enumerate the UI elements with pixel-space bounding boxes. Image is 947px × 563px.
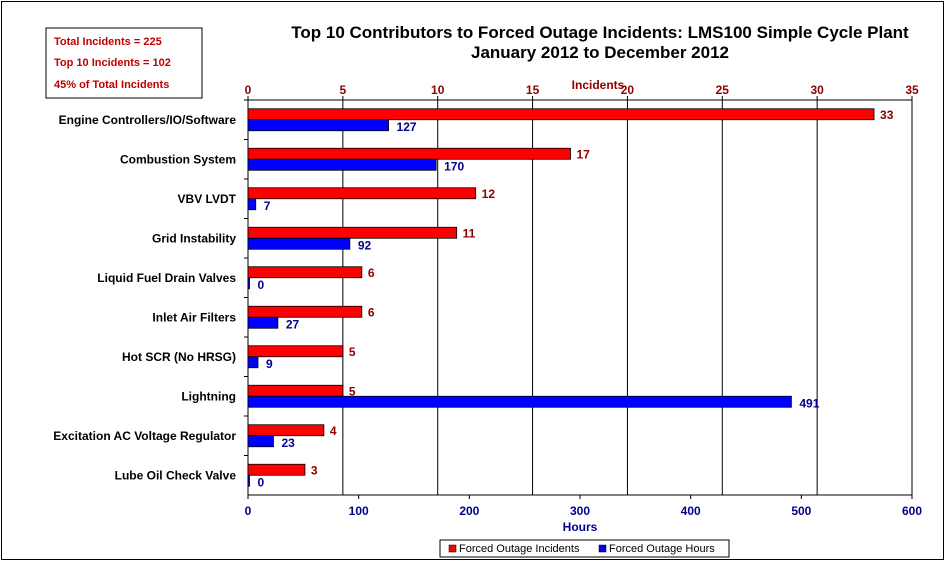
bar-hours <box>247 198 257 211</box>
bar-hours <box>247 474 250 487</box>
category-label: Lube Oil Check Valve <box>115 468 237 482</box>
notes-box: Total Incidents = 225 Top 10 Incidents =… <box>45 27 203 99</box>
category-label: Lightning <box>181 389 236 403</box>
bottom-tick-label: 400 <box>681 504 701 518</box>
value-label-hours: 491 <box>799 396 819 410</box>
bottom-axis-ticks: 0 100 200 300 400 500 600 <box>245 495 922 518</box>
value-label-hours: 92 <box>358 238 372 252</box>
bar-incidents <box>247 266 363 279</box>
value-label-incidents: 33 <box>880 108 894 122</box>
bottom-tick-label: 0 <box>245 504 252 518</box>
category-label: Grid Instability <box>152 231 236 245</box>
value-label-incidents: 6 <box>368 266 375 280</box>
top-tick-label: 15 <box>526 83 540 97</box>
category-label: Combustion System <box>120 152 236 166</box>
top-tick-label: 10 <box>431 83 445 97</box>
chart-title: Top 10 Contributors to Forced Outage Inc… <box>291 23 909 42</box>
legend-label-hours: Forced Outage Hours <box>609 543 715 555</box>
category-label: Inlet Air Filters <box>152 310 236 324</box>
bottom-tick-label: 500 <box>791 504 811 518</box>
bar-incidents <box>247 424 325 437</box>
bottom-tick-label: 600 <box>902 504 922 518</box>
value-label-hours: 7 <box>264 199 271 213</box>
bottom-tick-label: 300 <box>570 504 590 518</box>
note-top10-incidents: Top 10 Incidents = 102 <box>54 57 171 69</box>
category-label: Liquid Fuel Drain Valves <box>97 271 236 285</box>
value-label-hours: 170 <box>444 159 464 173</box>
bar-hours <box>247 356 259 369</box>
bar-hours <box>247 237 351 250</box>
bar-incidents <box>247 384 344 397</box>
category-label: Engine Controllers/IO/Software <box>59 113 237 127</box>
category-label: Excitation AC Voltage Regulator <box>53 429 236 443</box>
top-tick-label: 5 <box>340 83 347 97</box>
chart-subtitle: January 2012 to December 2012 <box>471 43 729 62</box>
value-label-incidents: 5 <box>349 384 356 398</box>
value-label-incidents: 3 <box>311 463 318 477</box>
legend-swatch-hours <box>598 544 607 553</box>
value-label-incidents: 5 <box>349 345 356 359</box>
value-label-incidents: 11 <box>463 226 476 240</box>
value-label-hours: 27 <box>286 317 300 331</box>
gridlines <box>342 100 818 495</box>
bar-hours <box>247 158 437 171</box>
bottom-tick-label: 100 <box>349 504 369 518</box>
value-label-incidents: 12 <box>482 187 496 201</box>
category-labels: Engine Controllers/IO/Software Combustion… <box>53 99 248 482</box>
bar-incidents <box>247 226 458 239</box>
value-label-hours: 0 <box>258 475 265 489</box>
top-axis-ticks: 0 5 10 15 20 25 30 35 <box>245 83 919 100</box>
bar-hours <box>247 435 274 448</box>
value-label-hours: 9 <box>266 357 273 371</box>
bar-hours <box>247 277 250 290</box>
top-axis-title: Incidents <box>572 78 625 92</box>
bottom-tick-label: 200 <box>459 504 479 518</box>
legend: Forced Outage Incidents Forced Outage Ho… <box>439 539 730 558</box>
bar-incidents <box>247 463 306 476</box>
top-tick-label: 0 <box>245 83 252 97</box>
top-tick-label: 35 <box>905 83 919 97</box>
value-label-incidents: 4 <box>330 424 337 438</box>
bar-incidents <box>247 108 875 121</box>
value-label-hours: 127 <box>397 120 417 134</box>
note-total-incidents: Total Incidents = 225 <box>54 36 162 48</box>
bottom-axis-title: Hours <box>563 520 598 534</box>
bar-hours <box>247 316 279 329</box>
top-tick-label: 20 <box>621 83 635 97</box>
top-tick-label: 30 <box>810 83 824 97</box>
category-label: VBV LVDT <box>178 192 237 206</box>
bar-incidents <box>247 147 571 160</box>
bar-incidents <box>247 305 363 318</box>
value-label-hours: 0 <box>258 278 265 292</box>
bar-hours <box>247 119 389 132</box>
top-tick-label: 25 <box>716 83 730 97</box>
value-label-hours: 23 <box>281 436 295 450</box>
category-label: Hot SCR (No HRSG) <box>122 350 236 364</box>
legend-label-incidents: Forced Outage Incidents <box>459 543 580 555</box>
bar-incidents <box>247 187 477 200</box>
value-label-incidents: 6 <box>368 305 375 319</box>
bar-hours <box>247 395 792 408</box>
bars <box>247 108 875 487</box>
value-label-incidents: 17 <box>577 147 591 161</box>
legend-swatch-incidents <box>448 544 457 553</box>
note-percent-total: 45% of Total Incidents <box>54 79 169 91</box>
bar-incidents <box>247 345 344 358</box>
